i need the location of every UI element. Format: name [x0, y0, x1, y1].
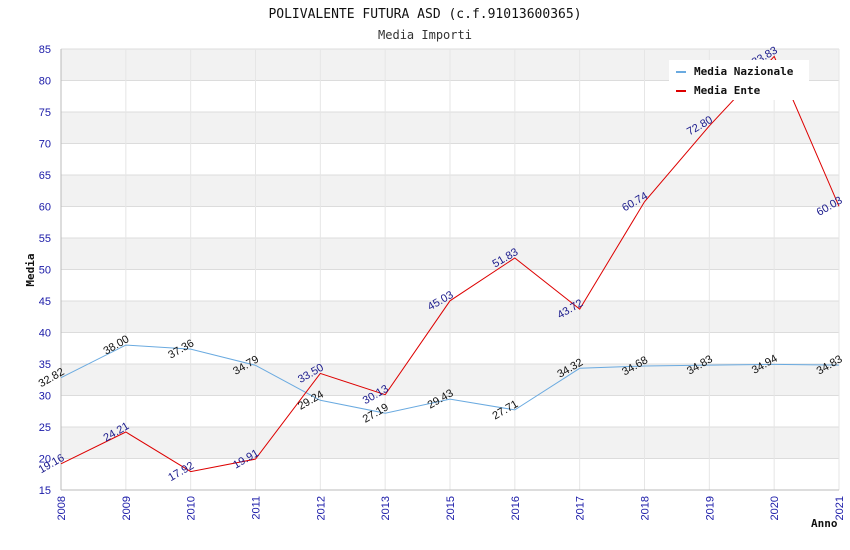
y-tick-label: 75 — [39, 107, 51, 119]
x-tick-label: 2016 — [510, 496, 522, 520]
y-tick-label: 85 — [39, 44, 51, 56]
data-label: 37.36 — [166, 337, 196, 361]
legend-label-nazionale: Media Nazionale — [694, 65, 794, 78]
y-tick-label: 30 — [39, 391, 51, 403]
y-tick-label: 50 — [39, 265, 51, 277]
y-tick-label: 65 — [39, 170, 51, 182]
y-tick-label: 45 — [39, 296, 51, 308]
y-tick-label: 80 — [39, 76, 51, 88]
x-tick-label: 2010 — [186, 496, 198, 520]
y-tick-label: 20 — [39, 454, 51, 466]
x-tick-label: 2018 — [640, 496, 652, 520]
legend-label-ente: Media Ente — [694, 84, 761, 97]
legend-box — [669, 60, 809, 100]
x-axis-title: Anno — [811, 517, 838, 530]
y-tick-label: 70 — [39, 139, 51, 151]
series-line-nazionale — [60, 344, 840, 414]
x-tick-label: 2019 — [704, 496, 716, 520]
series-line-ente — [60, 55, 840, 473]
y-tick-label: 15 — [39, 485, 51, 497]
grid-lines — [60, 48, 840, 491]
legend: Media Nazionale Media Ente — [669, 60, 809, 100]
chart-subtitle: Media Importi — [378, 28, 472, 42]
data-label: 38.00 — [101, 333, 131, 357]
data-label: 27.71 — [490, 398, 520, 422]
y-tick-label: 55 — [39, 233, 51, 245]
x-tick-label: 2020 — [769, 496, 781, 520]
y-axis-title: Media — [24, 253, 37, 286]
y-tick-label: 40 — [39, 328, 51, 340]
x-tick-label: 2012 — [315, 496, 327, 520]
x-tick-label: 2009 — [121, 496, 133, 520]
y-tick-label: 25 — [39, 422, 51, 434]
x-axis-ticks: 2008 2009 2010 2011 2012 2013 2015 2016 2017 2018… — [56, 496, 846, 520]
series-lines — [60, 55, 840, 473]
x-tick-label: 2017 — [575, 496, 587, 520]
y-axis-ticks: 15 20 25 30 35 40 45 50 55 60 65 70 75 80 85 — [39, 44, 51, 497]
data-label: 17.92 — [166, 460, 196, 484]
x-tick-label: 2015 — [445, 496, 457, 520]
x-tick-label: 2013 — [380, 496, 392, 520]
y-tick-label: 35 — [39, 359, 51, 371]
x-tick-label: 2008 — [56, 496, 68, 520]
chart-title: POLIVALENTE FUTURA ASD (c.f.91013600365) — [268, 7, 581, 22]
x-tick-label: 2011 — [251, 496, 263, 520]
y-tick-label: 60 — [39, 202, 51, 214]
x-tick-label: 2021 — [834, 496, 846, 520]
